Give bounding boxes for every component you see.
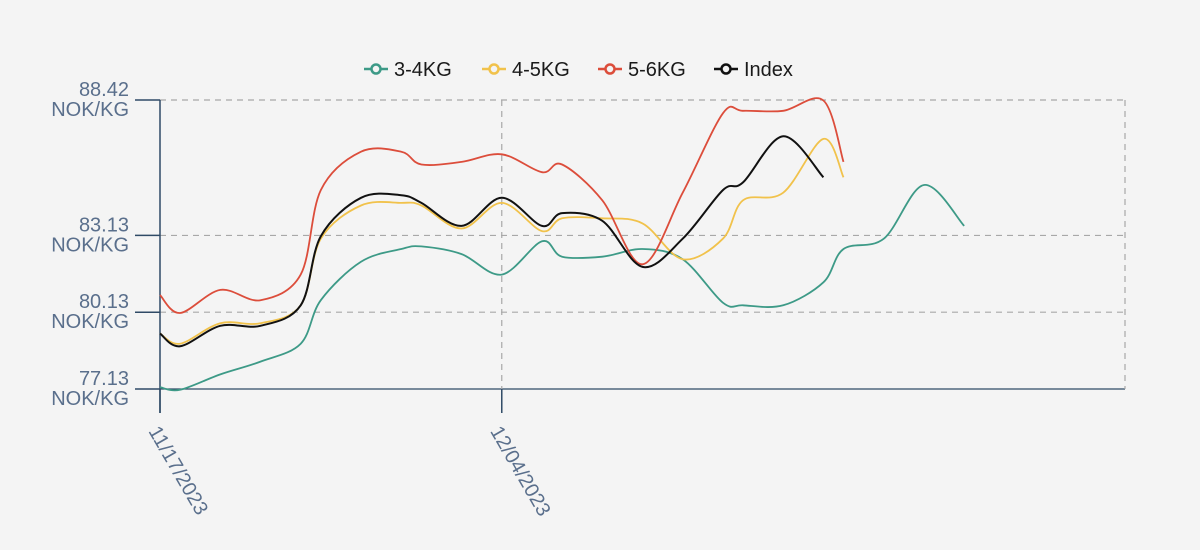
legend-marker-4-5kg (488, 63, 500, 75)
x-tick-label: 11/17/2023 (144, 423, 212, 519)
y-tick-label: 83.13 NOK/KG (51, 214, 129, 256)
legend-label-index: Index (744, 59, 793, 81)
series-line-index (159, 135, 825, 348)
x-tick-label: 12/04/2023 (485, 423, 554, 521)
legend-label-3-4kg: 3-4KG (394, 59, 452, 81)
legend-marker-3-4kg (370, 63, 382, 75)
legend-label-4-5kg: 4-5KG (512, 59, 570, 81)
y-tick-label: 88.42 NOK/KG (51, 79, 129, 121)
series-line-4-5kg (159, 138, 845, 345)
y-tick-label: 77.13 NOK/KG (51, 368, 129, 410)
series-line-5-6kg (159, 97, 845, 314)
legend-label-5-6kg: 5-6KG (628, 59, 686, 81)
legend-marker-5-6kg (604, 63, 616, 75)
legend-marker-index (720, 63, 732, 75)
y-tick-label: 80.13 NOK/KG (51, 291, 129, 333)
series-line-3-4kg (159, 184, 965, 392)
